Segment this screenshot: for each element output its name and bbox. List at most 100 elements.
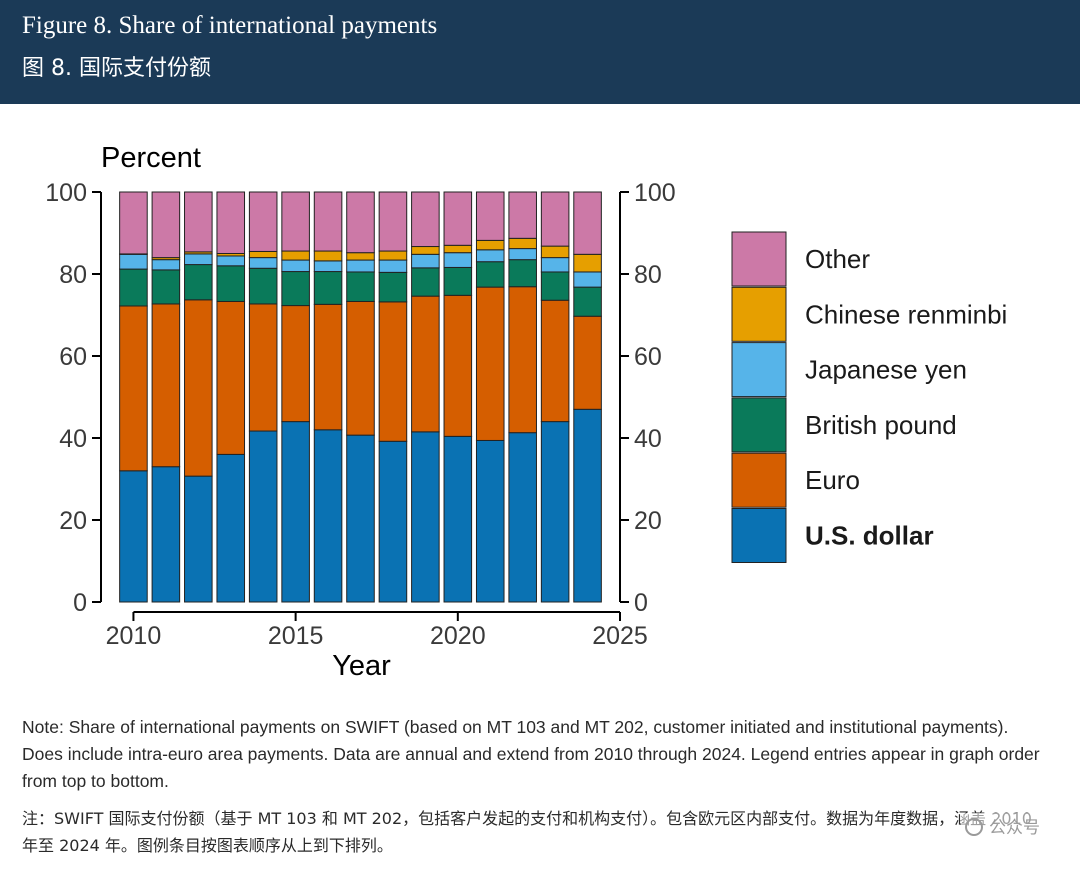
bar-segment bbox=[119, 305, 148, 472]
legend-swatch bbox=[731, 452, 787, 508]
bar-segment bbox=[216, 265, 246, 302]
bar-segment bbox=[475, 286, 505, 441]
bar-segment bbox=[119, 253, 148, 270]
x-axis-title: Year bbox=[332, 650, 391, 682]
legend-label: U.S. dollar bbox=[805, 521, 934, 551]
y-tick-label-left: 40 bbox=[59, 425, 87, 453]
bar-segment bbox=[184, 299, 213, 477]
y-tick-label-right: 20 bbox=[634, 507, 662, 535]
bar-segment bbox=[119, 470, 148, 603]
bar-segment bbox=[378, 250, 408, 261]
bar-segment bbox=[508, 248, 537, 261]
bar-segment bbox=[443, 244, 473, 254]
legend-label: Chinese renminbi bbox=[805, 299, 1007, 329]
bar-segment bbox=[151, 466, 181, 603]
bar-segment bbox=[508, 286, 537, 434]
bar-segment bbox=[508, 259, 537, 288]
bar-segment bbox=[573, 253, 602, 273]
bar-segment bbox=[411, 191, 440, 248]
bar-segment bbox=[378, 259, 408, 273]
y-tick-label-left: 0 bbox=[73, 589, 87, 617]
bar-segment bbox=[540, 299, 570, 423]
bar-segment bbox=[216, 255, 246, 267]
bar-segment bbox=[443, 266, 473, 296]
y-tick-label-right: 40 bbox=[634, 425, 662, 453]
watermark-text: 公众号 bbox=[989, 818, 1040, 838]
bar-segment bbox=[378, 440, 408, 603]
bar-segment bbox=[216, 453, 246, 603]
bar-segment bbox=[540, 257, 570, 273]
bar-segment bbox=[508, 237, 537, 250]
legend-swatch bbox=[731, 508, 787, 563]
bar-segment bbox=[508, 432, 537, 603]
y-tick-label-right: 60 bbox=[634, 343, 662, 371]
note-cn: 注：SWIFT 国际支付份额（基于 MT 103 和 MT 202，包括客户发起… bbox=[22, 809, 1032, 855]
y-tick-label-left: 80 bbox=[59, 261, 87, 289]
watermark: 公众号 bbox=[961, 813, 1044, 838]
y-tick-label-right: 0 bbox=[634, 589, 648, 617]
bar-segment bbox=[248, 303, 278, 432]
bar-segment bbox=[573, 408, 602, 603]
figure-title-cn: 图 8. 国际支付份额 bbox=[22, 56, 211, 81]
y-tick-label-left: 60 bbox=[59, 343, 87, 371]
legend-label: Other bbox=[805, 244, 870, 274]
bar-segment bbox=[573, 286, 602, 317]
legend-swatch bbox=[731, 397, 787, 453]
legend-swatch bbox=[731, 286, 787, 342]
y-tick-label-right: 80 bbox=[634, 261, 662, 289]
y-tick-label-right: 100 bbox=[634, 179, 676, 207]
bar-segment bbox=[248, 267, 278, 305]
bar-segment bbox=[216, 191, 246, 254]
bar-segment bbox=[540, 245, 570, 259]
bar-segment bbox=[443, 294, 473, 437]
bar-segment bbox=[216, 300, 246, 455]
bar-segment bbox=[281, 250, 310, 261]
bar-segment bbox=[184, 191, 213, 253]
bar-segment bbox=[411, 431, 440, 603]
bar-segment bbox=[346, 300, 375, 436]
bar-segment bbox=[151, 303, 181, 468]
bar-segment bbox=[151, 269, 181, 305]
x-tick-label: 2020 bbox=[430, 622, 486, 650]
bar-segment bbox=[313, 191, 343, 252]
figure-title-en: Figure 8. Share of international payment… bbox=[22, 12, 438, 39]
bar-segment bbox=[248, 250, 278, 259]
bar-segment bbox=[411, 295, 440, 433]
bar-segment bbox=[151, 259, 181, 271]
bar-segment bbox=[475, 191, 505, 241]
bar-segment bbox=[540, 421, 570, 603]
bar-segment bbox=[281, 259, 310, 273]
bar-segment bbox=[184, 253, 213, 266]
bar-segment bbox=[475, 239, 505, 251]
bar-segment bbox=[248, 257, 278, 269]
figure-header: Figure 8. Share of international payment… bbox=[0, 0, 1080, 104]
bar-segment bbox=[573, 271, 602, 288]
x-tick-label: 2015 bbox=[268, 622, 324, 650]
bar-segment bbox=[573, 315, 602, 410]
bar-segment bbox=[573, 191, 602, 255]
bar-segment bbox=[281, 421, 310, 603]
legend-label: Japanese yen bbox=[805, 355, 967, 385]
bar-segment bbox=[540, 271, 570, 301]
bar-segment bbox=[184, 475, 213, 603]
bar-segment bbox=[411, 246, 440, 255]
bar-segment bbox=[346, 271, 375, 302]
bar-segment bbox=[540, 191, 570, 247]
y-axis-title: Percent bbox=[101, 142, 201, 174]
legend-swatch bbox=[731, 231, 787, 287]
bar-segment bbox=[378, 301, 408, 442]
bar-segment bbox=[119, 268, 148, 307]
bar-segment bbox=[248, 191, 278, 252]
x-tick-label: 2025 bbox=[592, 622, 648, 650]
bar-segment bbox=[443, 435, 473, 603]
bar-segment bbox=[281, 191, 310, 252]
bar-segment bbox=[411, 267, 440, 297]
bar-segment bbox=[411, 253, 440, 269]
bar-segment bbox=[378, 191, 408, 252]
bar-segment bbox=[443, 252, 473, 268]
bar-segment bbox=[313, 271, 343, 305]
bar-segment bbox=[378, 271, 408, 303]
bar-segment bbox=[313, 260, 343, 273]
bar-segment bbox=[475, 261, 505, 288]
